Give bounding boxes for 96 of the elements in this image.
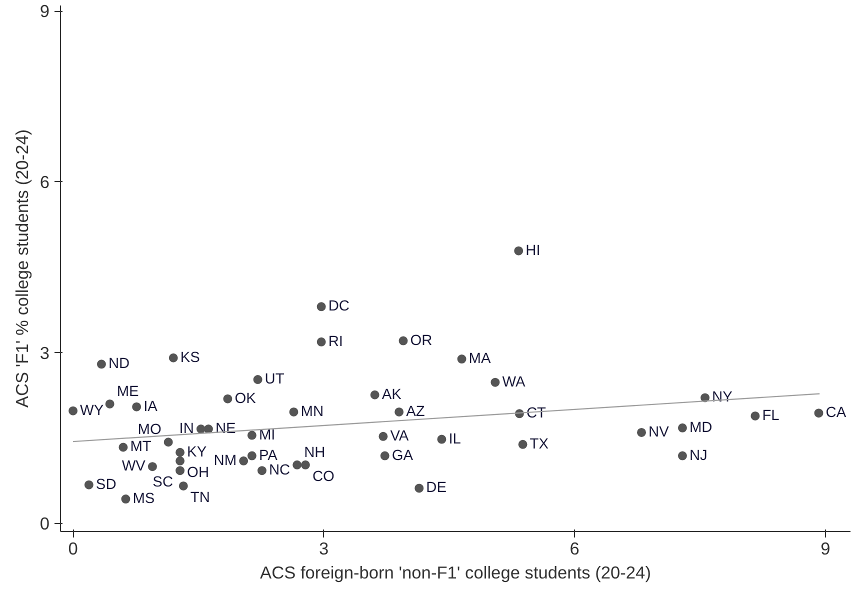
data-label: HI — [526, 242, 540, 259]
point — [257, 466, 266, 476]
point — [437, 434, 446, 444]
data-label: KS — [180, 350, 200, 366]
data-label: NE — [215, 421, 236, 438]
data-label: ME — [116, 384, 140, 400]
point — [239, 456, 248, 466]
point — [164, 438, 173, 447]
point — [750, 411, 760, 420]
x-tick-label: 9 — [820, 538, 830, 558]
point — [398, 336, 408, 346]
point — [457, 354, 466, 364]
y-tick-label: 3 — [40, 342, 50, 363]
data-label: GA — [392, 448, 414, 464]
data-label: OK — [234, 390, 256, 407]
x-tick-label: 3 — [319, 538, 329, 558]
x-axis-title: ACS foreign-born 'non-F1' college students (20-24) — [260, 562, 651, 582]
point — [490, 378, 500, 387]
point — [378, 432, 388, 441]
data-label: MS — [132, 491, 155, 508]
data-label: MD — [689, 420, 712, 436]
data-label: AK — [382, 386, 402, 403]
data-label: NC — [268, 462, 291, 479]
data-label: MI — [258, 427, 276, 444]
x-tick-label: 0 — [68, 538, 78, 558]
data-label: OH — [187, 464, 210, 481]
point — [518, 440, 528, 449]
data-label: DE — [426, 480, 447, 496]
data-label: RI — [328, 334, 343, 350]
point — [414, 484, 424, 493]
data-label: TN — [190, 490, 210, 506]
point — [380, 451, 390, 460]
point — [316, 337, 326, 346]
data-label: CA — [826, 405, 846, 422]
data-label: NH — [304, 444, 326, 461]
point — [168, 353, 178, 362]
data-label: FL — [762, 408, 780, 424]
data-label: NV — [648, 424, 670, 440]
point — [118, 442, 128, 452]
data-label: WY — [80, 402, 104, 419]
point — [68, 406, 78, 416]
data-label: WA — [502, 374, 526, 390]
y-axis-title: ACS 'F1' % college students (20-24) — [12, 129, 32, 408]
y-tick-label: 9 — [40, 1, 50, 22]
y-tick-label: 0 — [40, 514, 50, 534]
point — [223, 394, 232, 404]
point — [678, 451, 687, 460]
point — [292, 460, 302, 470]
point — [247, 451, 256, 460]
point — [105, 399, 114, 408]
data-label: IA — [144, 398, 158, 415]
point — [394, 407, 404, 416]
data-label: CT — [526, 406, 546, 422]
point — [84, 480, 94, 490]
point — [814, 408, 824, 418]
data-label: VA — [390, 428, 409, 444]
data-label: SD — [96, 476, 116, 493]
point — [132, 402, 142, 412]
point — [253, 375, 262, 384]
point — [176, 466, 185, 476]
data-label: NM — [214, 452, 237, 469]
point — [96, 360, 106, 369]
data-label: MT — [130, 439, 152, 456]
data-label: CO — [312, 468, 334, 485]
data-label: DC — [328, 298, 350, 315]
data-label: MA — [468, 351, 491, 368]
data-label: AZ — [406, 404, 425, 420]
data-label: ND — [108, 356, 130, 372]
data-label: NJ — [689, 448, 708, 464]
point — [178, 481, 188, 490]
point — [370, 390, 380, 400]
point — [247, 430, 256, 440]
data-label: SC — [152, 474, 174, 491]
data-label: OR — [410, 332, 432, 349]
point — [176, 456, 185, 466]
data-label: MO — [138, 422, 162, 438]
data-label: TX — [530, 436, 549, 452]
data-label: PA — [258, 448, 278, 464]
point — [204, 424, 213, 434]
y-tick-label: 6 — [40, 172, 50, 192]
data-label: UT — [264, 372, 284, 388]
data-label: IN — [179, 421, 194, 438]
point — [678, 423, 687, 432]
point — [121, 494, 130, 504]
point — [300, 460, 310, 470]
point — [148, 462, 157, 472]
point — [316, 302, 326, 312]
x-tick-label: 6 — [570, 538, 580, 558]
data-label: IL — [448, 431, 461, 448]
point — [637, 428, 646, 437]
data-label: WV — [122, 458, 146, 475]
point — [289, 407, 298, 416]
point — [176, 448, 185, 457]
data-label: KY — [187, 444, 207, 460]
point — [514, 246, 524, 256]
data-label: MN — [300, 404, 324, 420]
